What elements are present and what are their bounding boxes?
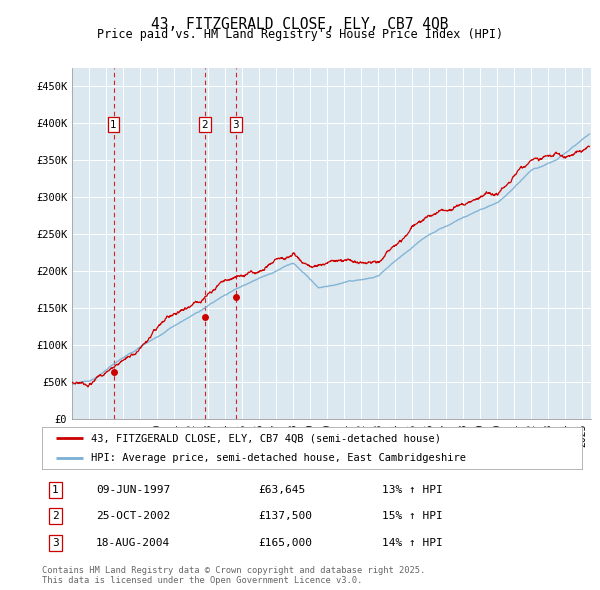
Text: 43, FITZGERALD CLOSE, ELY, CB7 4QB (semi-detached house): 43, FITZGERALD CLOSE, ELY, CB7 4QB (semi… bbox=[91, 433, 440, 443]
Text: 2: 2 bbox=[52, 512, 59, 521]
Text: 14% ↑ HPI: 14% ↑ HPI bbox=[382, 537, 443, 548]
Text: 18-AUG-2004: 18-AUG-2004 bbox=[96, 537, 170, 548]
Text: 3: 3 bbox=[52, 537, 59, 548]
Text: Price paid vs. HM Land Registry's House Price Index (HPI): Price paid vs. HM Land Registry's House … bbox=[97, 28, 503, 41]
Text: 43, FITZGERALD CLOSE, ELY, CB7 4QB: 43, FITZGERALD CLOSE, ELY, CB7 4QB bbox=[151, 17, 449, 31]
Text: 09-JUN-1997: 09-JUN-1997 bbox=[96, 485, 170, 495]
Text: Contains HM Land Registry data © Crown copyright and database right 2025.
This d: Contains HM Land Registry data © Crown c… bbox=[42, 566, 425, 585]
Text: £63,645: £63,645 bbox=[258, 485, 305, 495]
Text: 13% ↑ HPI: 13% ↑ HPI bbox=[382, 485, 443, 495]
Text: 1: 1 bbox=[52, 485, 59, 495]
Text: 15% ↑ HPI: 15% ↑ HPI bbox=[382, 512, 443, 521]
Text: HPI: Average price, semi-detached house, East Cambridgeshire: HPI: Average price, semi-detached house,… bbox=[91, 453, 466, 463]
Text: £137,500: £137,500 bbox=[258, 512, 312, 521]
Text: 3: 3 bbox=[233, 120, 239, 130]
Text: 2: 2 bbox=[202, 120, 208, 130]
Text: 25-OCT-2002: 25-OCT-2002 bbox=[96, 512, 170, 521]
Text: 1: 1 bbox=[110, 120, 117, 130]
Text: £165,000: £165,000 bbox=[258, 537, 312, 548]
